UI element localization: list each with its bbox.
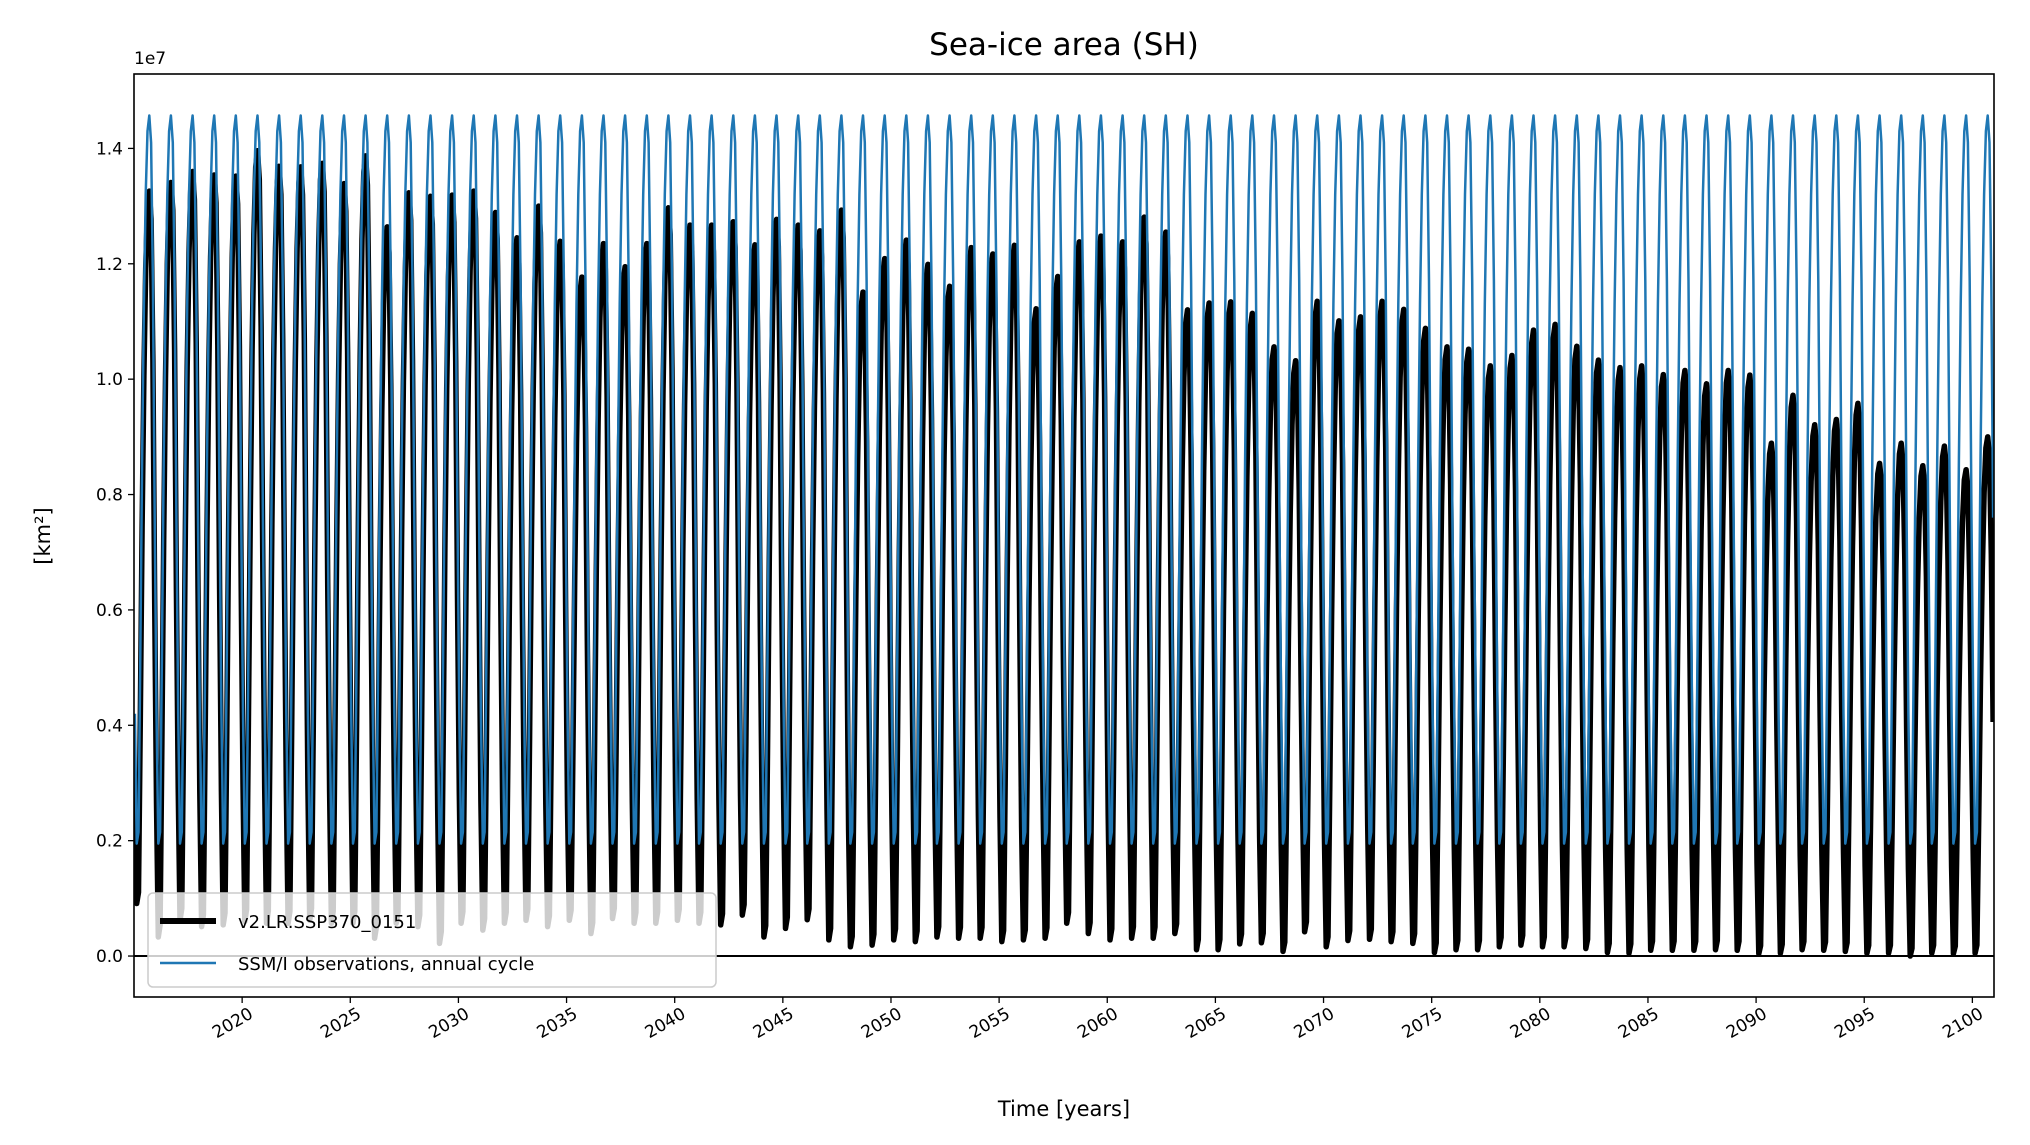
y-tick-label: 1.0 (96, 370, 123, 390)
y-tick-label: 1.4 (96, 139, 123, 159)
x-axis-label: Time [years] (997, 1097, 1130, 1121)
y-tick-label: 1.2 (96, 255, 123, 275)
y-tick-label: 0.8 (96, 486, 123, 506)
y-tick-label: 0.4 (96, 716, 123, 736)
legend-label-model: v2.LR.SSP370_0151 (238, 912, 416, 933)
axes-frame (133, 73, 1995, 998)
legend-box (147, 892, 717, 988)
y-tick-label: 0.0 (96, 947, 123, 967)
y-tick-label: 0.6 (96, 601, 123, 621)
legend-label-observations: SSM/I observations, annual cycle (238, 954, 534, 975)
y-axis-label: [km²] (31, 507, 55, 564)
chart-title: Sea-ice area (SH) (929, 27, 1199, 63)
legend: v2.LR.SSP370_0151 SSM/I observations, an… (147, 892, 717, 988)
y-tick-label: 0.2 (96, 832, 123, 852)
observations-series-line (134, 114, 1994, 845)
y-offset-label: 1e7 (134, 49, 166, 69)
